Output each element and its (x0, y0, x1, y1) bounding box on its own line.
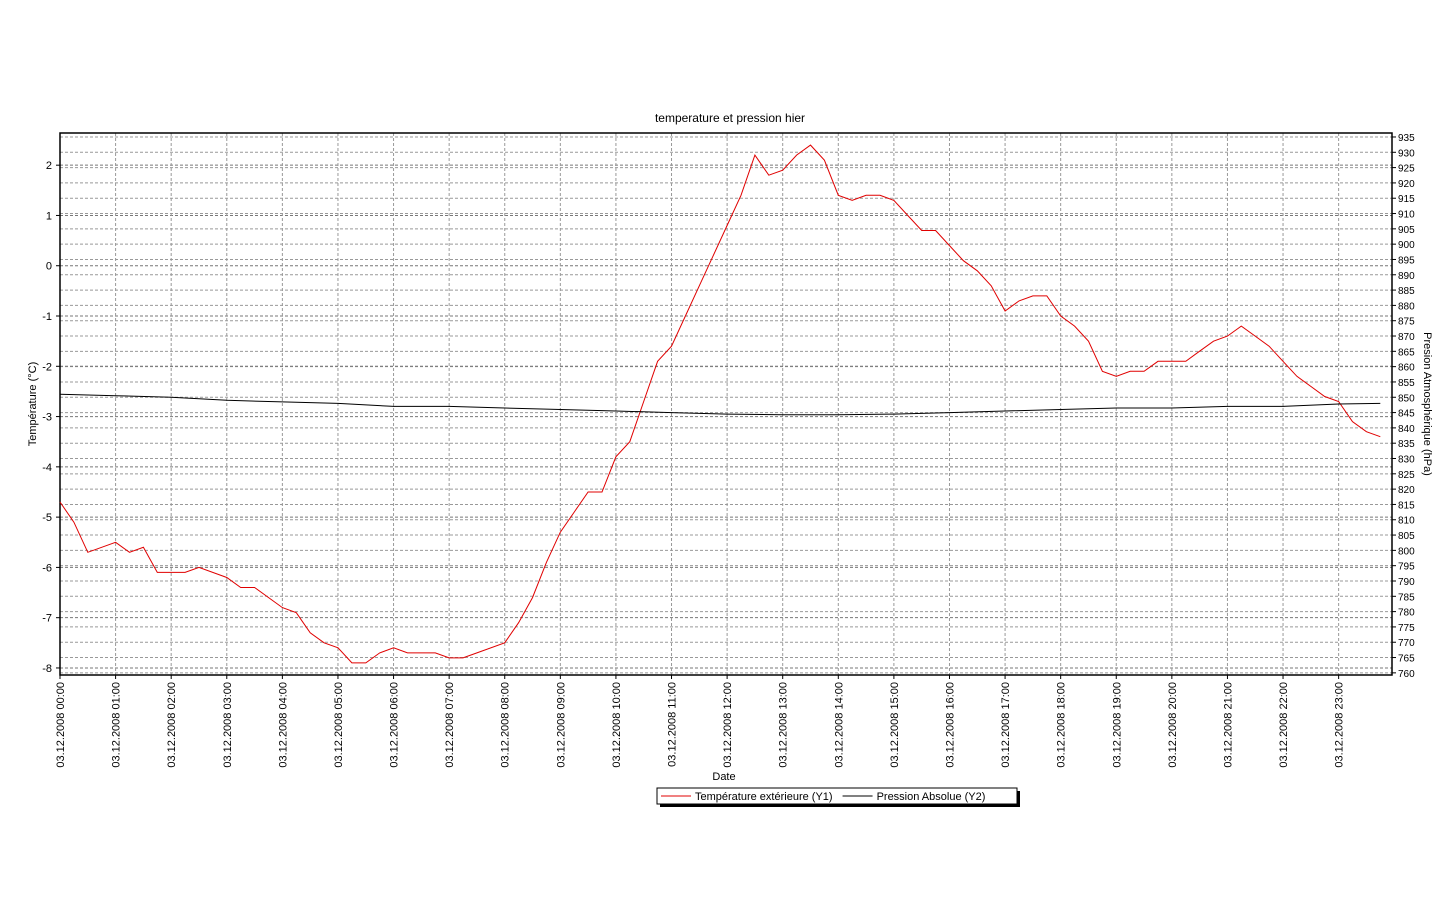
y2-tick-label: 800 (1398, 546, 1415, 557)
y2-tick-label: 780 (1398, 608, 1415, 619)
y-tick-label: -8 (42, 663, 52, 675)
y2-tick-label: 820 (1398, 485, 1415, 496)
x-tick-label: 03.12.2008 16:00 (944, 682, 956, 768)
x-tick-label: 03.12.2008 20:00 (1167, 682, 1179, 768)
legend-label: Pression Absolue (Y2) (877, 791, 986, 803)
y2-tick-label: 825 (1398, 470, 1415, 481)
y2-tick-label: 885 (1398, 286, 1415, 297)
y2-tick-label: 760 (1398, 669, 1415, 680)
y2-tick-label: 840 (1398, 424, 1415, 435)
y2-tick-label: 900 (1398, 240, 1415, 251)
y2-tick-label: 930 (1398, 148, 1415, 159)
y2-tick-label: 855 (1398, 378, 1415, 389)
x-tick-label: 03.12.2008 13:00 (778, 682, 790, 768)
data-line (59, 393, 1381, 416)
y2-tick-label: 850 (1398, 393, 1415, 404)
y-tick-label: -6 (42, 562, 52, 574)
x-tick-label: 03.12.2008 18:00 (1056, 682, 1068, 768)
x-tick-label: 03.12.2008 09:00 (555, 682, 567, 768)
y2-tick-label: 805 (1398, 531, 1415, 542)
legend-box (656, 787, 1018, 805)
x-tick-label: 03.12.2008 14:00 (833, 682, 845, 768)
y2-tick-label: 920 (1398, 179, 1415, 190)
y2-tick-label: 870 (1398, 332, 1415, 343)
y2-tick-label: 915 (1398, 194, 1415, 205)
y2-tick-label: 765 (1398, 654, 1415, 665)
x-tick-label: 03.12.2008 03:00 (222, 682, 234, 768)
y2-tick-label: 790 (1398, 577, 1415, 588)
y2-tick-label: 835 (1398, 439, 1415, 450)
x-tick-label: 03.12.2008 05:00 (333, 682, 345, 768)
y2-tick-label: 880 (1398, 301, 1415, 312)
y2-tick-label: 815 (1398, 500, 1415, 511)
y2-tick-label: 935 (1398, 133, 1415, 144)
plot-frame (59, 132, 1393, 676)
y2-tick-label: 795 (1398, 562, 1415, 573)
y2-tick-label: 905 (1398, 225, 1415, 236)
x-tick-label: 03.12.2008 01:00 (111, 682, 123, 768)
x-tick-label: 03.12.2008 12:00 (722, 682, 734, 768)
y2-tick-label: 770 (1398, 638, 1415, 649)
y2-tick-label: 860 (1398, 363, 1415, 374)
y-tick-label: 0 (46, 261, 52, 273)
x-tick-label: 03.12.2008 08:00 (500, 682, 512, 768)
x-tick-label: 03.12.2008 17:00 (1000, 682, 1012, 768)
y2-tick-label: 845 (1398, 409, 1415, 420)
y-tick-label: -1 (42, 311, 52, 323)
x-tick-label: 03.12.2008 15:00 (889, 682, 901, 768)
y2-tick-label: 810 (1398, 516, 1415, 527)
y-tick-label: 1 (46, 210, 52, 222)
y2-tick-label: 830 (1398, 455, 1415, 466)
x-tick-label: 03.12.2008 21:00 (1222, 682, 1234, 768)
y2-tick-label: 925 (1398, 164, 1415, 175)
y-tick-label: -3 (42, 412, 52, 424)
legend-label: Température extérieure (Y1) (695, 791, 833, 803)
x-tick-label: 03.12.2008 00:00 (55, 682, 67, 768)
y2-axis-label: Presion Atmosphérique (hPa) (1421, 332, 1433, 476)
x-tick-label: 03.12.2008 10:00 (611, 682, 623, 768)
y2-tick-label: 910 (1398, 210, 1415, 221)
y2-tick-label: 890 (1398, 271, 1415, 282)
x-tick-label: 03.12.2008 11:00 (667, 682, 679, 767)
y2-tick-label: 895 (1398, 255, 1415, 266)
y2-tick-label: 875 (1398, 317, 1415, 328)
y-tick-label: -7 (42, 613, 52, 625)
x-tick-label: 03.12.2008 19:00 (1111, 682, 1123, 768)
y2-tick-label: 775 (1398, 623, 1415, 634)
y2-tick-label: 865 (1398, 347, 1415, 358)
x-tick-label: 03.12.2008 07:00 (444, 682, 456, 768)
y-tick-label: -2 (42, 361, 52, 373)
x-tick-label: 03.12.2008 22:00 (1278, 682, 1290, 768)
chart-title: temperature et pression hier (655, 111, 805, 125)
x-axis-label: Date (712, 771, 735, 783)
y-tick-label: -4 (42, 462, 52, 474)
y2-tick-label: 785 (1398, 592, 1415, 603)
x-tick-label: 03.12.2008 06:00 (389, 682, 401, 768)
y-tick-label: 2 (46, 160, 52, 172)
x-tick-label: 03.12.2008 04:00 (277, 682, 289, 768)
x-tick-label: 03.12.2008 23:00 (1334, 682, 1346, 768)
y-tick-label: -5 (42, 512, 52, 524)
y-axis-label: Température (°C) (27, 362, 39, 446)
data-line (59, 144, 1381, 664)
x-tick-label: 03.12.2008 02:00 (166, 682, 178, 768)
